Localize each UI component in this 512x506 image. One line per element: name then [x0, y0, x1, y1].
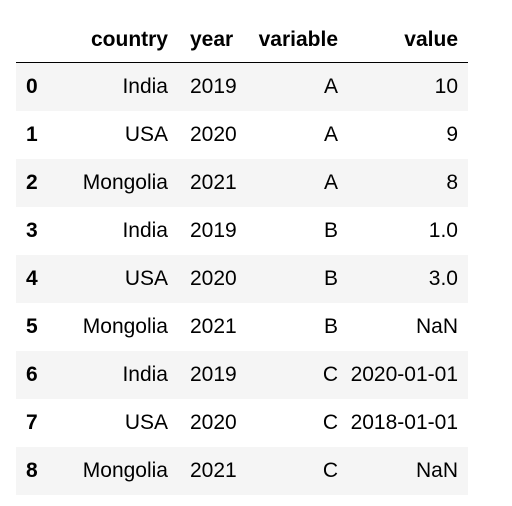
cell-value: 2020-01-01: [350, 362, 458, 386]
cell-value: 9: [446, 122, 458, 146]
cell-value: NaN: [415, 314, 458, 338]
cell-variable: C: [322, 362, 338, 386]
cell-variable: C: [322, 458, 338, 482]
cell-country: Mongolia: [82, 458, 168, 482]
cell-country: Mongolia: [82, 314, 168, 338]
cell-country: USA: [124, 122, 168, 146]
cell-variable: B: [323, 314, 338, 338]
cell-year: 2021: [190, 170, 237, 194]
table-header: country year variable value: [16, 18, 468, 63]
table-row: 3 India 2019 B 1.0: [16, 206, 468, 255]
cell-variable: C: [322, 410, 338, 434]
cell-year: 2020: [190, 410, 237, 434]
cell-year: 2021: [190, 314, 237, 338]
header-variable: variable: [246, 18, 348, 63]
cell-year: 2020: [190, 122, 237, 146]
header-country: country: [60, 18, 178, 63]
table-row: 2 Mongolia 2021 A 8: [16, 158, 468, 207]
row-index: 8: [26, 458, 38, 482]
dataframe-table: country year variable value 0 India 2019…: [16, 18, 468, 495]
row-index: 5: [26, 314, 38, 338]
cell-variable: A: [323, 122, 338, 146]
table-row: 7 USA 2020 C 2018-01-01: [16, 398, 468, 447]
table-row: 5 Mongolia 2021 B NaN: [16, 302, 468, 351]
table-row: 4 USA 2020 B 3.0: [16, 254, 468, 303]
cell-country: India: [122, 218, 168, 242]
header-year: year: [178, 18, 246, 63]
cell-year: 2020: [190, 266, 237, 290]
cell-variable: A: [323, 170, 338, 194]
cell-country: India: [122, 362, 168, 386]
row-index: 0: [26, 74, 38, 98]
cell-country: USA: [124, 410, 168, 434]
row-index: 2: [26, 170, 38, 194]
cell-country: India: [122, 74, 168, 98]
cell-country: USA: [124, 266, 168, 290]
table-body: 0 India 2019 A 10 1 USA 2020 A 9 2 Mongo…: [16, 62, 468, 495]
row-index: 4: [26, 266, 38, 290]
table-row: 6 India 2019 C 2020-01-01: [16, 350, 468, 399]
cell-value: 10: [434, 74, 458, 98]
table-row: 8 Mongolia 2021 C NaN: [16, 446, 468, 495]
cell-value: NaN: [415, 458, 458, 482]
table-row: 1 USA 2020 A 9: [16, 110, 468, 159]
cell-value: 3.0: [428, 266, 458, 290]
row-index: 6: [26, 362, 38, 386]
row-index: 7: [26, 410, 38, 434]
cell-variable: A: [323, 74, 338, 98]
cell-year: 2021: [190, 458, 237, 482]
cell-year: 2019: [190, 74, 237, 98]
row-index: 3: [26, 218, 38, 242]
cell-variable: B: [323, 218, 338, 242]
cell-year: 2019: [190, 362, 237, 386]
cell-value: 8: [446, 170, 458, 194]
cell-country: Mongolia: [82, 170, 168, 194]
table-row: 0 India 2019 A 10: [16, 62, 468, 111]
cell-value: 1.0: [428, 218, 458, 242]
cell-value: 2018-01-01: [350, 410, 458, 434]
header-value: value: [348, 18, 468, 63]
cell-year: 2019: [190, 218, 237, 242]
header-row: country year variable value: [16, 18, 468, 63]
cell-variable: B: [323, 266, 338, 290]
header-index: [16, 18, 60, 63]
row-index: 1: [26, 122, 38, 146]
